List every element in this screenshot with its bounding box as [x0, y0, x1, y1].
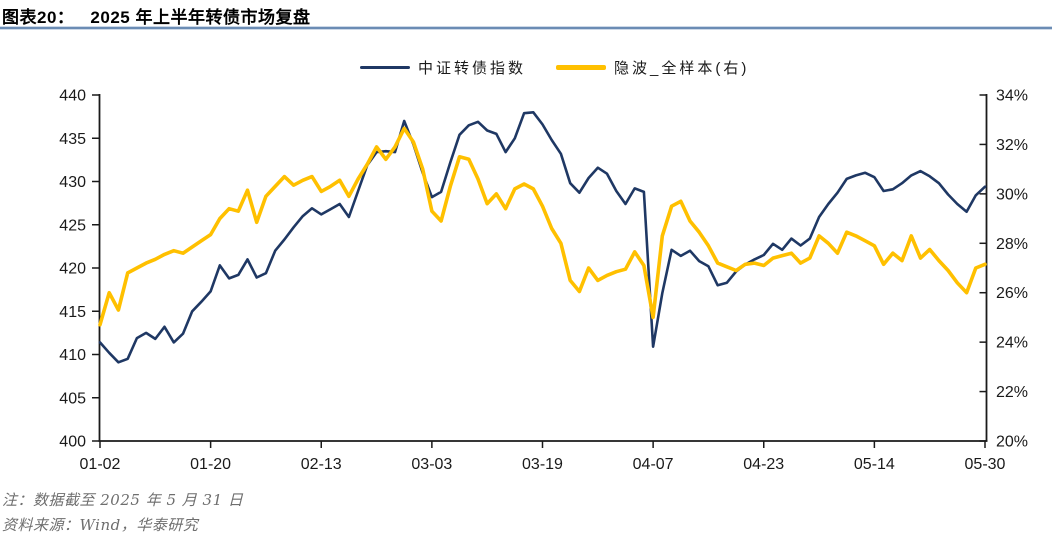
figure-title-row: 图表20： 2025 年上半年转债市场复盘 — [2, 3, 310, 28]
figure-label: 图表20： — [2, 8, 75, 27]
x-axis-tick-label: 05-30 — [965, 456, 1006, 473]
x-axis-tick-label: 04-23 — [743, 456, 784, 473]
right-axis-tick-label: 22% — [996, 384, 1028, 401]
left-axis-tick-label: 440 — [59, 88, 86, 105]
chart-legend: 中证转债指数 隐波_全样本(右) — [360, 57, 749, 78]
implied-vol-line — [98, 126, 987, 327]
right-axis-tick-label: 32% — [996, 137, 1028, 154]
left-axis-tick-label: 430 — [59, 174, 86, 191]
right-axis-tick-label: 20% — [996, 434, 1028, 451]
legend-label-implied-vol: 隐波_全样本(右) — [614, 60, 750, 77]
note-source: 资料来源：Wind，华泰研究 — [2, 516, 199, 534]
x-axis-tick-label: 02-13 — [301, 456, 342, 473]
right-axis-tick-label: 34% — [996, 88, 1028, 105]
gold-line-swatch-icon — [556, 65, 607, 70]
x-axis-tick-label: 01-20 — [190, 456, 231, 473]
csi-convertible-index-line — [98, 111, 987, 364]
right-axis-tick-label: 30% — [996, 186, 1028, 203]
navy-line-swatch-icon — [360, 65, 410, 70]
x-axis-tick-label: 03-19 — [522, 456, 563, 473]
left-axis-tick-label: 415 — [59, 304, 86, 321]
x-axis-tick-label: 04-07 — [633, 456, 674, 473]
left-axis-tick-label: 405 — [59, 390, 86, 407]
left-axis-tick-label: 420 — [59, 261, 86, 278]
left-axis-tick-label: 435 — [59, 131, 86, 148]
x-axis-tick-label: 03-03 — [411, 456, 452, 473]
right-axis-tick-label: 24% — [996, 335, 1028, 352]
note-data-cutoff: 注：数据截至 2025 年 5 月 31 日 — [2, 491, 244, 509]
legend-label-csi-convertible-index: 中证转债指数 — [418, 60, 527, 77]
left-axis-tick-label: 410 — [59, 347, 86, 364]
title-divider — [0, 26, 1052, 30]
right-axis-tick-label: 26% — [996, 285, 1028, 302]
page-title: 2025 年上半年转债市场复盘 — [90, 8, 311, 27]
x-axis-tick-label: 01-02 — [80, 456, 121, 473]
left-axis-tick-label: 400 — [59, 434, 86, 451]
legend-item-csi-convertible-index: 中证转债指数 — [360, 57, 526, 78]
left-axis-tick-label: 425 — [59, 217, 86, 234]
legend-item-implied-vol: 隐波_全样本(右) — [556, 57, 749, 78]
x-axis-tick-label: 05-14 — [854, 456, 895, 473]
right-axis-tick-label: 28% — [996, 236, 1028, 253]
